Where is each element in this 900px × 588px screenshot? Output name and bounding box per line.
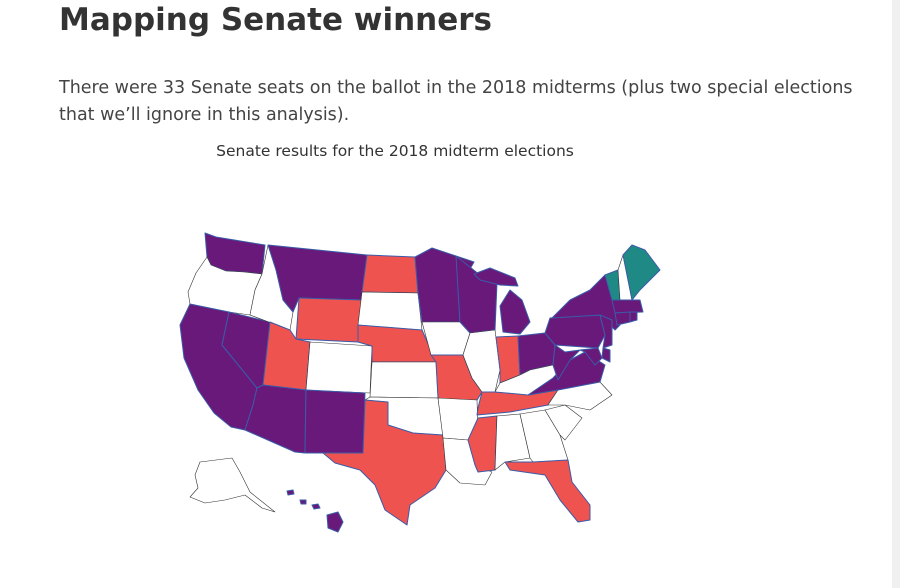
state-fl[interactable]: [504, 459, 591, 523]
state-hi[interactable]: [286, 489, 295, 496]
intro-paragraph: There were 33 Senate seats on the ballot…: [59, 78, 853, 125]
state-ri[interactable]: [629, 311, 638, 323]
state-wy[interactable]: [295, 297, 363, 343]
state-de[interactable]: [601, 347, 611, 363]
scrollbar[interactable]: [892, 0, 900, 588]
state-ma[interactable]: [611, 299, 644, 314]
state-al[interactable]: [494, 413, 531, 471]
state-nj[interactable]: [599, 314, 613, 349]
state-pa[interactable]: [544, 314, 606, 349]
state-md[interactable]: [579, 347, 603, 366]
state-ak[interactable]: [189, 457, 276, 513]
state-sd[interactable]: [357, 291, 423, 331]
state-ks[interactable]: [369, 361, 439, 399]
state-ct[interactable]: [614, 311, 631, 326]
state-tx[interactable]: [322, 399, 447, 526]
state-in[interactable]: [495, 335, 521, 384]
page-title: Mapping Senate winners: [59, 2, 492, 38]
state-nm[interactable]: [304, 389, 366, 454]
state-hi[interactable]: [326, 511, 344, 533]
state-mi[interactable]: [499, 289, 531, 335]
map-title: Senate results for the 2018 midterm elec…: [216, 142, 574, 160]
state-mi[interactable]: [473, 267, 519, 287]
state-sc[interactable]: [544, 404, 583, 441]
state-hi[interactable]: [299, 499, 307, 505]
state-wi[interactable]: [455, 255, 498, 334]
state-hi[interactable]: [311, 503, 321, 510]
state-co[interactable]: [305, 341, 373, 394]
state-nd[interactable]: [361, 254, 419, 294]
